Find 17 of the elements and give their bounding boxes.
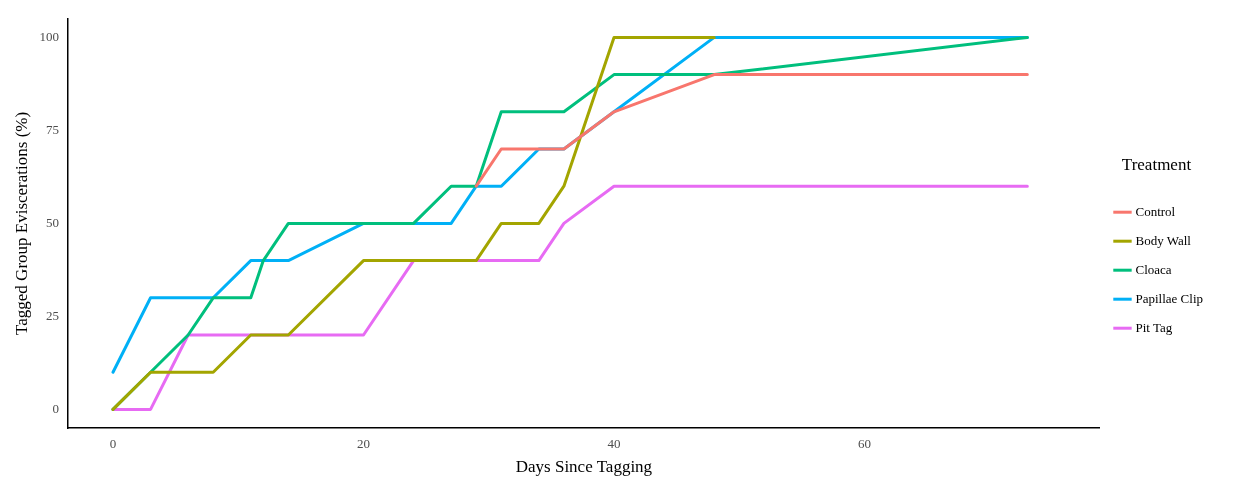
legend-label: Pit Tag xyxy=(1135,319,1173,335)
x-tick-label: 0 xyxy=(109,436,117,452)
y-tick-label: 25 xyxy=(45,307,59,323)
legend-label: Cloaca xyxy=(1135,261,1172,277)
legend-label: Papillae Clip xyxy=(1135,290,1204,306)
x-tick-label: 60 xyxy=(858,436,872,452)
y-tick-label: 75 xyxy=(45,121,59,137)
legend-title: Treatment xyxy=(1121,155,1192,175)
legend-label: Body Wall xyxy=(1135,232,1192,248)
y-tick-label: 100 xyxy=(39,28,59,44)
x-tick-label: 20 xyxy=(357,436,370,452)
x-tick-label: 40 xyxy=(607,436,621,452)
legend-label: Control xyxy=(1135,203,1176,219)
x-axis-title: Days Since Tagging xyxy=(515,457,653,477)
y-tick-label: 50 xyxy=(45,214,59,230)
y-tick-label: 0 xyxy=(52,400,59,416)
y-axis-title: Tagged Group Eviscerations (%) xyxy=(11,111,31,335)
